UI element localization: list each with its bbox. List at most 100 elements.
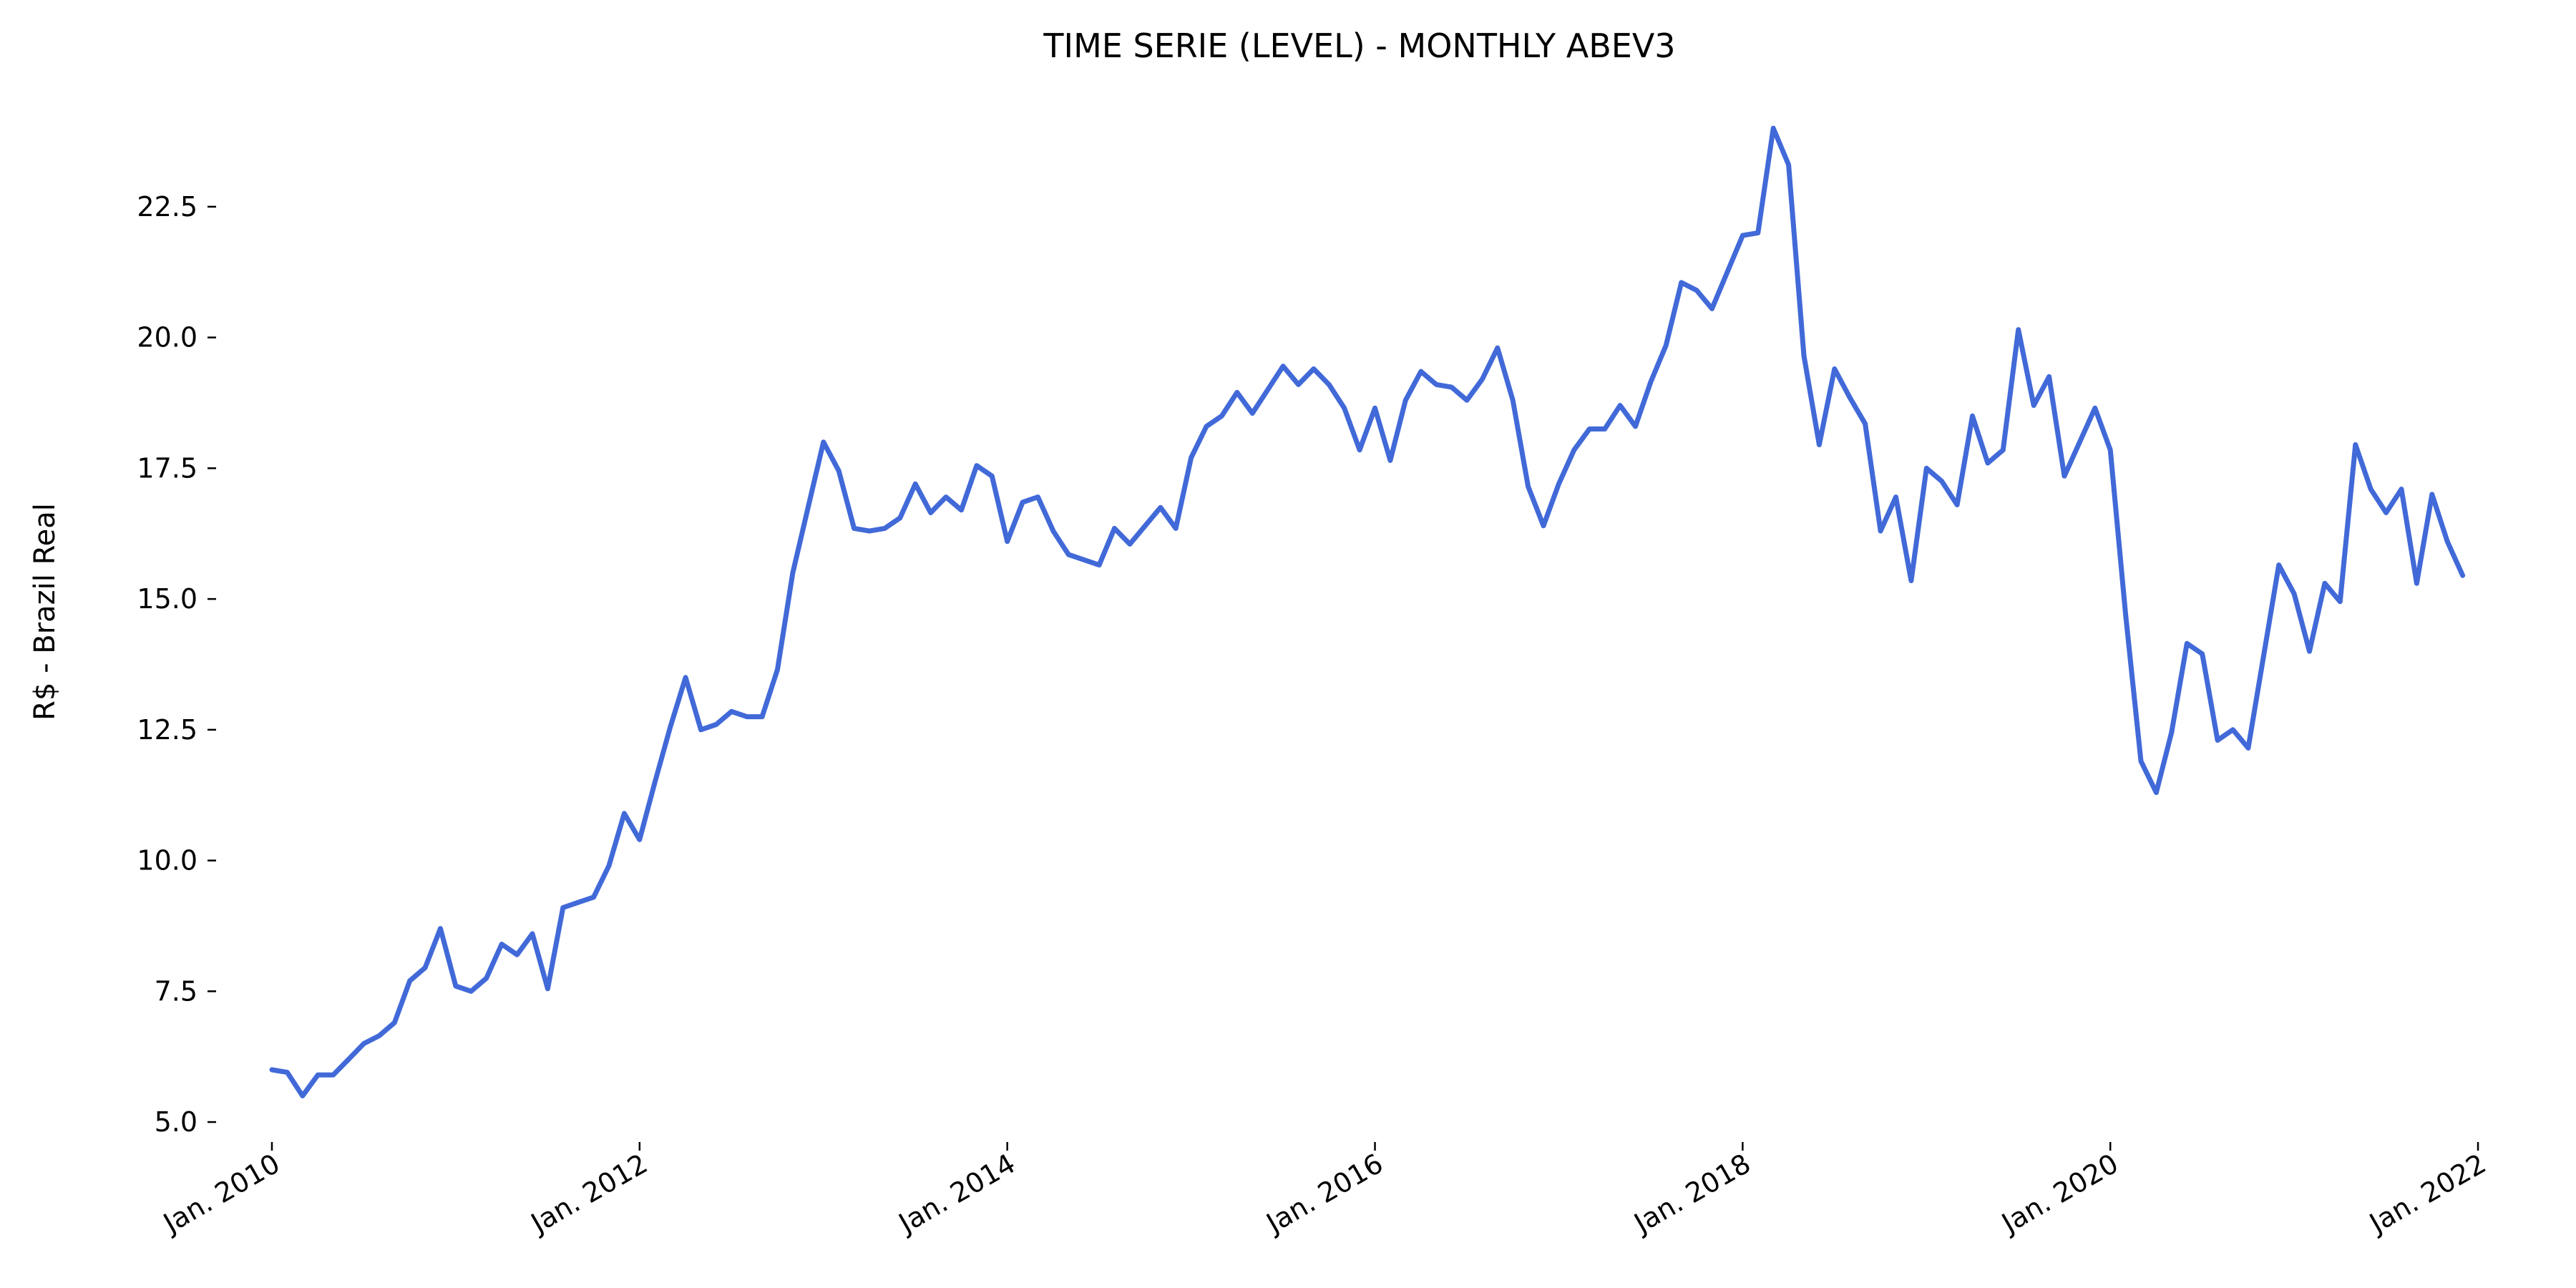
data-point xyxy=(1924,466,1929,471)
data-point xyxy=(1342,406,1347,411)
data-point xyxy=(729,709,734,714)
data-point xyxy=(269,1067,275,1073)
data-point xyxy=(316,1073,321,1078)
data-point xyxy=(1587,426,1592,431)
data-point xyxy=(1143,523,1148,528)
data-point xyxy=(361,1041,366,1046)
data-point xyxy=(530,931,535,937)
x-tick-label: Jan. 2016 xyxy=(1260,1148,1388,1240)
data-point xyxy=(622,811,627,816)
data-point xyxy=(2077,439,2082,445)
x-axis: Jan. 2010 Jan. 2012 Jan. 2014 Jan. 2016 Jan.… xyxy=(157,1142,2492,1240)
data-point xyxy=(2108,447,2113,452)
data-point xyxy=(1617,403,1623,408)
data-point xyxy=(469,989,474,994)
data-point xyxy=(2338,599,2343,604)
data-point xyxy=(407,978,412,983)
data-point xyxy=(1449,384,1454,390)
data-point xyxy=(668,724,673,730)
data-point xyxy=(2460,573,2465,578)
data-point xyxy=(300,1093,306,1098)
data-point xyxy=(2245,746,2251,751)
data-point xyxy=(2001,447,2006,452)
data-point xyxy=(1786,162,1791,167)
data-point xyxy=(2307,649,2312,654)
data-point xyxy=(990,474,995,479)
y-tick-label: 7.5 xyxy=(155,975,197,1007)
data-point xyxy=(1495,346,1500,351)
data-point xyxy=(346,1057,351,1062)
data-point xyxy=(2062,474,2067,479)
data-point xyxy=(821,439,826,445)
data-point xyxy=(2154,790,2159,795)
data-point xyxy=(1464,398,1470,403)
data-point xyxy=(2016,327,2021,332)
data-point xyxy=(882,526,887,531)
data-point xyxy=(1848,395,1853,400)
data-point xyxy=(1020,499,1025,505)
x-tick-label: Jan. 2018 xyxy=(1628,1148,1756,1240)
chart-title: TIME SERIE (LEVEL) - MONTHLY ABEV3 xyxy=(1043,26,1675,65)
data-point xyxy=(422,965,428,970)
y-axis: 5.0 7.5 10.0 12.5 15.0 17.5 20.0 22.5 xyxy=(137,191,216,1138)
data-point xyxy=(2261,654,2266,659)
data-point xyxy=(1970,414,1975,419)
data-point xyxy=(806,504,811,510)
data-point xyxy=(2399,487,2404,492)
data-point xyxy=(2169,730,2175,735)
series-layer xyxy=(269,125,2466,1098)
y-tick-label: 5.0 xyxy=(155,1106,197,1138)
data-point xyxy=(1433,382,1439,387)
data-point xyxy=(2215,738,2220,743)
data-point xyxy=(775,667,780,672)
data-point xyxy=(928,510,933,515)
data-point xyxy=(1526,484,1531,489)
data-point xyxy=(1908,578,1914,583)
data-point xyxy=(1311,366,1317,371)
data-point xyxy=(744,714,749,719)
data-point xyxy=(2353,442,2358,447)
data-point xyxy=(285,1070,290,1075)
data-point xyxy=(1296,382,1301,387)
data-point xyxy=(1724,270,1730,275)
data-point xyxy=(1265,387,1270,392)
data-point xyxy=(2200,651,2205,657)
data-point xyxy=(2230,727,2235,733)
data-point xyxy=(1801,353,1807,358)
data-point xyxy=(2276,562,2281,567)
x-tick-label: Jan. 2020 xyxy=(1996,1148,2124,1240)
data-point xyxy=(2031,403,2036,408)
y-tick-label: 15.0 xyxy=(137,583,197,615)
data-point xyxy=(959,507,964,513)
data-point xyxy=(1327,382,1332,387)
y-tick-label: 12.5 xyxy=(137,714,197,746)
data-point xyxy=(1234,390,1240,395)
data-point xyxy=(1096,562,1102,567)
data-point xyxy=(1571,447,1577,452)
data-point xyxy=(591,894,596,899)
data-point xyxy=(438,926,443,931)
y-tick-label: 22.5 xyxy=(137,191,197,223)
data-point xyxy=(790,570,796,575)
data-point xyxy=(1679,280,1684,286)
data-point xyxy=(1541,523,1546,528)
data-point xyxy=(1954,502,1960,507)
data-point xyxy=(1740,233,1745,238)
data-point xyxy=(2123,612,2128,618)
x-tick-label: Jan. 2022 xyxy=(2363,1148,2491,1240)
x-tick-label: Jan. 2010 xyxy=(157,1148,285,1240)
data-point xyxy=(331,1073,336,1078)
data-point xyxy=(560,905,565,910)
data-point xyxy=(484,975,489,981)
data-point xyxy=(1035,494,1040,499)
data-point xyxy=(2322,580,2328,586)
y-tick-label: 10.0 xyxy=(137,845,197,877)
data-point xyxy=(1633,424,1638,429)
data-point xyxy=(2092,406,2097,411)
data-point xyxy=(653,779,658,785)
y-axis-label: R$ - Brazil Real xyxy=(29,503,62,721)
data-point xyxy=(1985,460,1991,466)
x-tick-label: Jan. 2014 xyxy=(892,1148,1020,1240)
